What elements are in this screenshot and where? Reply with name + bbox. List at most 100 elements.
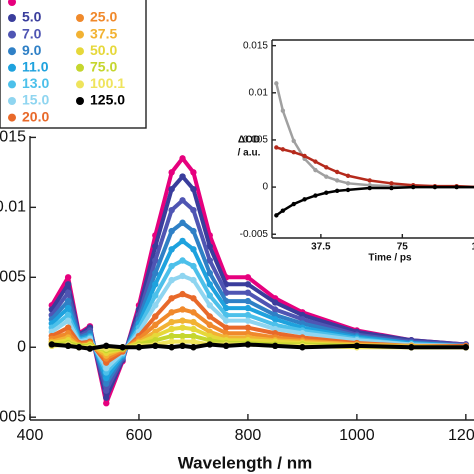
data-point — [222, 342, 230, 350]
data-point — [206, 341, 213, 348]
data-point — [179, 197, 186, 204]
data-point — [168, 325, 175, 333]
x-tick-label: 75 — [397, 242, 409, 253]
data-point — [291, 150, 296, 155]
data-point — [313, 159, 318, 164]
data-point — [271, 316, 279, 323]
legend-label: 100.1 — [90, 75, 125, 91]
data-point — [244, 297, 252, 305]
data-point — [206, 281, 213, 288]
data-point — [190, 325, 197, 333]
y-tick-label: 0.005 — [0, 269, 26, 286]
data-point — [367, 178, 372, 183]
legend-label: 9.0 — [22, 42, 42, 58]
legend-marker — [76, 80, 84, 89]
data-point — [244, 274, 252, 281]
data-point — [280, 208, 286, 213]
data-point — [454, 184, 459, 190]
data-point — [271, 342, 279, 350]
data-point — [206, 302, 213, 309]
data-point — [190, 338, 197, 345]
legend-marker — [8, 97, 16, 105]
data-point — [64, 281, 72, 288]
legend: 5.07.09.011.013.015.020.0 25.037.550.075.… — [8, 0, 125, 124]
data-point — [152, 302, 159, 309]
data-point — [334, 169, 340, 175]
data-point — [179, 342, 186, 350]
data-point — [179, 257, 186, 264]
legend-marker — [76, 14, 84, 22]
data-point — [291, 138, 296, 144]
x-axis-label: Time / ps — [368, 253, 412, 264]
data-point — [206, 243, 213, 250]
data-point — [274, 145, 279, 150]
data-point — [271, 299, 279, 306]
y-tick-label: 0.005 — [243, 135, 268, 146]
data-point — [152, 313, 159, 320]
data-point — [190, 344, 197, 351]
x-tick-label: 1200 — [448, 427, 474, 444]
data-point — [302, 153, 307, 159]
data-point — [64, 304, 72, 312]
inset-plot: -0.005 0 0.005 0.01 0.015 37.5 75 112.5 Time / p… — [238, 39, 474, 264]
data-point — [190, 332, 197, 340]
data-point — [244, 324, 252, 331]
data-point — [64, 317, 72, 324]
data-point — [222, 304, 230, 312]
data-point — [86, 345, 94, 352]
data-layer — [48, 155, 470, 407]
data-point — [179, 155, 186, 162]
data-layer — [274, 81, 474, 218]
data-point — [313, 167, 318, 173]
legend-marker — [76, 30, 84, 39]
data-point — [244, 311, 252, 319]
data-point — [168, 332, 175, 340]
data-point — [389, 181, 394, 186]
data-point — [190, 309, 197, 316]
inset-background — [234, 30, 474, 274]
legend-label: 5.0 — [22, 9, 42, 25]
legend-label: 75.0 — [90, 59, 117, 75]
legend-marker — [76, 63, 84, 72]
x-tick-label: 112.5 — [472, 242, 474, 253]
data-point — [313, 193, 318, 198]
legend-label: 25.0 — [90, 9, 117, 25]
data-point — [179, 219, 186, 226]
data-point — [103, 342, 110, 350]
data-point — [324, 190, 329, 195]
legend-marker — [76, 97, 84, 105]
series-line — [49, 342, 468, 351]
data-point — [179, 237, 186, 245]
data-point — [103, 400, 110, 407]
data-point — [135, 344, 143, 351]
x-axis-label: Wavelength / nm — [178, 453, 312, 472]
data-point — [345, 181, 351, 186]
data-point — [408, 344, 415, 351]
data-point — [168, 344, 175, 351]
data-point — [168, 227, 175, 235]
data-point — [168, 185, 175, 193]
legend-label: 50.0 — [90, 42, 117, 58]
data-point — [168, 295, 175, 302]
data-point — [152, 321, 159, 329]
legend-label: 37.5 — [90, 25, 117, 41]
y-axis-label: ΔOD — [238, 135, 260, 146]
main-plot: -0.005 0 0.005 0.01 0.015 400 600 800 1000 1200 Wa… — [0, 129, 474, 472]
data-point — [462, 344, 470, 351]
data-point — [168, 246, 175, 253]
data-point — [64, 274, 72, 281]
y-tick-label: 0 — [17, 338, 26, 355]
x-tick-label: 800 — [235, 427, 262, 444]
legend-marker — [8, 47, 16, 56]
y-tick-label: 0.01 — [249, 87, 269, 98]
data-point — [367, 185, 372, 191]
legend-label: 15.0 — [22, 92, 49, 108]
data-point — [103, 387, 110, 394]
data-point — [271, 306, 279, 313]
data-point — [64, 324, 72, 331]
data-point — [280, 108, 286, 113]
data-point — [432, 184, 438, 190]
data-point — [206, 321, 213, 329]
data-point — [190, 246, 197, 253]
